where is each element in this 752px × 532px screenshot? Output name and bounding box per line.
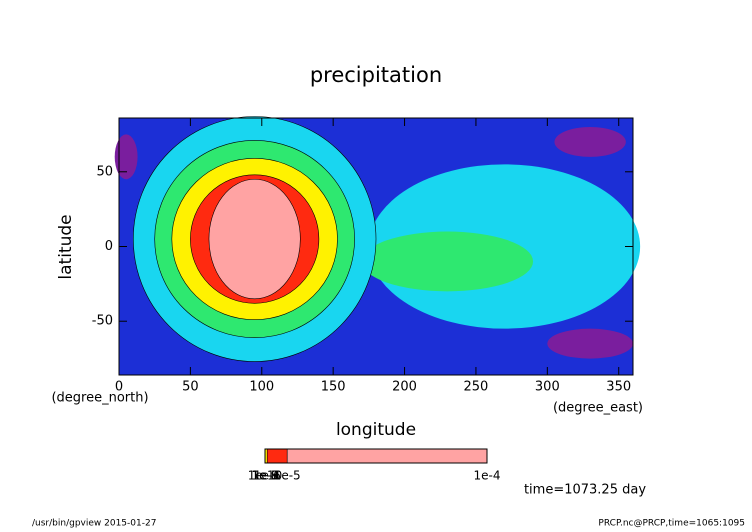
- colorbar-segment: [266, 448, 288, 464]
- colorbar-segment: [264, 448, 268, 464]
- field-region: [114, 134, 138, 180]
- y-tick-label: -50: [92, 314, 113, 329]
- colorbar-label: 1e-4: [474, 469, 501, 483]
- field-region: [547, 328, 634, 359]
- x-tick-label: 200: [392, 380, 417, 395]
- field-region: [208, 178, 301, 300]
- field-region: [361, 231, 534, 292]
- x-tick-label: 250: [464, 380, 489, 395]
- x-tick-label: 350: [606, 380, 631, 395]
- x-axis-units: (degree_east): [553, 401, 643, 416]
- colorbar-label: 1e-5: [274, 469, 301, 483]
- x-tick-label: 0: [115, 380, 123, 395]
- footer-right: PRCP.nc@PRCP,time=1065:1095: [598, 519, 745, 529]
- x-tick-label: 150: [321, 380, 346, 395]
- y-tick-label: 0: [105, 239, 113, 254]
- colorbar-label: 1e-9: [252, 469, 279, 483]
- colorbar-frame: [264, 448, 488, 464]
- x-tick-label: 50: [182, 380, 199, 395]
- field-region: [554, 126, 626, 157]
- chart-title: precipitation: [310, 63, 442, 87]
- footer-left: /usr/bin/gpview 2015-01-27: [32, 519, 156, 529]
- y-axis-label: latitude: [56, 214, 76, 279]
- y-tick-label: 50: [96, 164, 113, 179]
- x-tick-label: 300: [535, 380, 560, 395]
- colorbar-label: 1e-7: [252, 469, 279, 483]
- colorbar-segment: [286, 448, 488, 464]
- y-axis-units: (degree_north): [51, 391, 148, 406]
- annotation: time=1073.25 day: [524, 483, 646, 498]
- x-tick-label: 100: [249, 380, 274, 395]
- colorbar-label: 1e-8: [252, 469, 279, 483]
- x-axis-label: longitude: [336, 420, 416, 440]
- colorbar-label: 1e-6: [254, 469, 281, 483]
- colorbar-label: 1e-10: [248, 469, 283, 483]
